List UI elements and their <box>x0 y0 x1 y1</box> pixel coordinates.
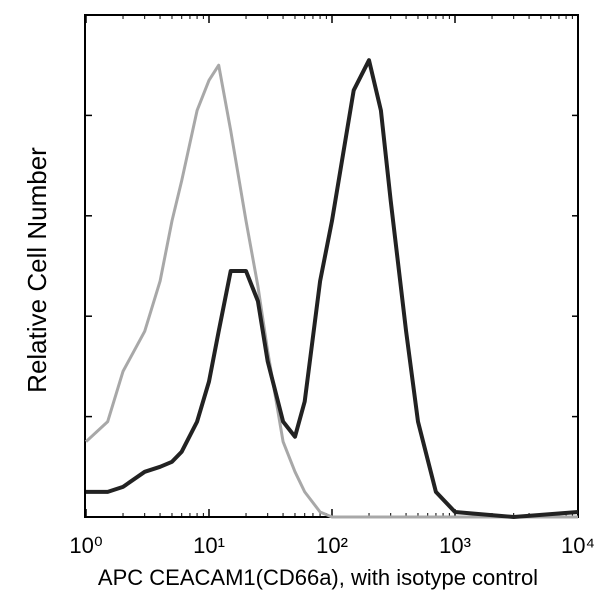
x-tick-label: 10³ <box>439 533 471 558</box>
series-line <box>86 58 579 519</box>
x-tick-label: 10² <box>316 533 348 558</box>
x-axis-label: APC CEACAM1(CD66a), with isotype control <box>98 565 538 590</box>
series-line <box>84 63 578 519</box>
y-axis-label: Relative Cell Number <box>22 147 52 393</box>
x-tick-label: 10¹ <box>193 533 225 558</box>
x-tick-label: 10⁴ <box>561 533 595 558</box>
plot-frame <box>84 14 579 518</box>
x-tick-label: 10⁰ <box>69 533 102 558</box>
